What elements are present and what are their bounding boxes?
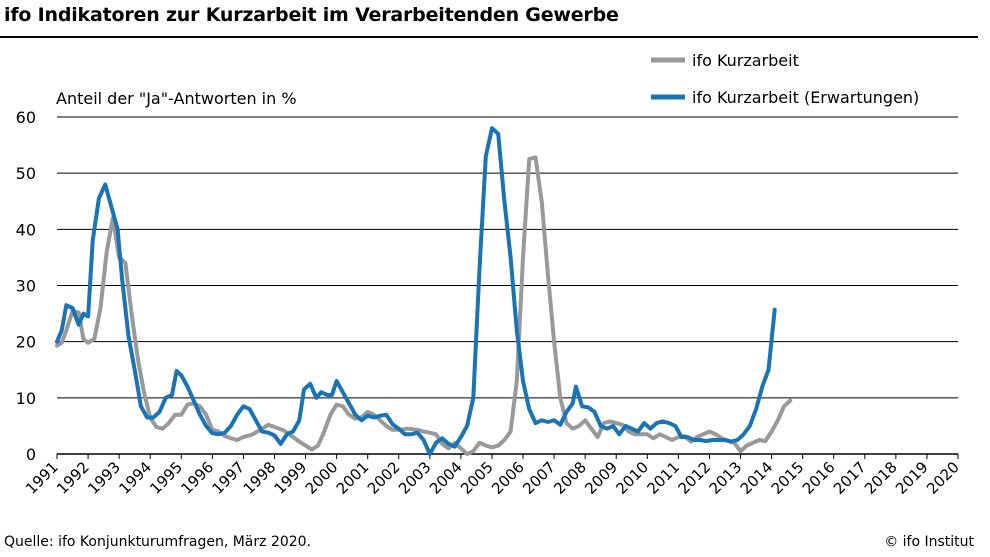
x-tick-label: 1997 [209, 458, 249, 498]
x-tick-label: 2008 [550, 458, 590, 498]
x-tick-label: 2010 [612, 458, 652, 498]
x-tick-label: 1993 [84, 458, 124, 498]
x-tick-label: 2005 [457, 458, 497, 498]
legend-label-erwartungen: ifo Kurzarbeit (Erwartungen) [692, 88, 919, 107]
x-tick-label: 1991 [22, 458, 62, 498]
x-tick-label: 2007 [519, 458, 559, 498]
y-tick-label: 20 [16, 333, 36, 352]
x-tick-label: 1998 [240, 458, 280, 498]
x-tick-label: 2016 [799, 458, 839, 498]
x-tick-label: 1992 [53, 458, 93, 498]
source-note: Quelle: ifo Konjunkturumfragen, März 202… [4, 534, 312, 550]
x-tick-labels: 1991199219931994199519961997199819992000… [22, 458, 963, 498]
x-tick-label: 2006 [488, 458, 528, 498]
x-tick-label: 2001 [333, 458, 373, 498]
x-tick-label: 1999 [271, 458, 311, 498]
x-tick-label: 2002 [364, 458, 404, 498]
title-rule [0, 36, 978, 38]
x-tick-label: 2000 [302, 458, 342, 498]
y-axis-label: Anteil der "Ja"-Antworten in % [56, 89, 297, 108]
x-tick-label: 1996 [177, 458, 217, 498]
x-tick-marks [56, 454, 959, 459]
series-line-0 [55, 155, 793, 456]
x-tick-label: 2004 [426, 458, 466, 498]
y-tick-label: 40 [16, 220, 36, 239]
y-tick-label: 0 [26, 445, 36, 464]
x-tick-label: 2018 [861, 458, 901, 498]
x-tick-label: 2012 [675, 458, 715, 498]
x-tick-label: 2009 [581, 458, 621, 498]
x-tick-label: 1995 [146, 458, 186, 498]
series-lines [55, 126, 793, 456]
legend: ifo Kurzarbeit ifo Kurzarbeit (Erwartung… [651, 51, 919, 107]
x-tick-label: 2019 [892, 458, 932, 498]
y-tick-label: 50 [16, 164, 36, 183]
y-tick-labels: 0 10 20 30 40 50 60 [16, 108, 36, 464]
x-tick-label: 2015 [768, 458, 808, 498]
y-tick-label: 30 [16, 277, 36, 296]
x-tick-label: 2003 [395, 458, 435, 498]
x-tick-label: 2014 [737, 458, 777, 498]
x-tick-label: 2020 [923, 458, 963, 498]
y-tick-label: 10 [16, 389, 36, 408]
y-tick-label: 60 [16, 108, 36, 127]
x-tick-label: 2017 [830, 458, 870, 498]
x-tick-label: 1994 [115, 458, 155, 498]
x-tick-label: 2011 [643, 458, 683, 498]
chart-title: ifo Indikatoren zur Kurzarbeit im Verarb… [4, 4, 619, 26]
copyright-note: © ifo Institut [884, 534, 974, 550]
legend-label-kurzarbeit: ifo Kurzarbeit [692, 51, 799, 70]
gridlines [57, 116, 958, 455]
x-tick-label: 2013 [706, 458, 746, 498]
series-line-1 [55, 126, 777, 456]
